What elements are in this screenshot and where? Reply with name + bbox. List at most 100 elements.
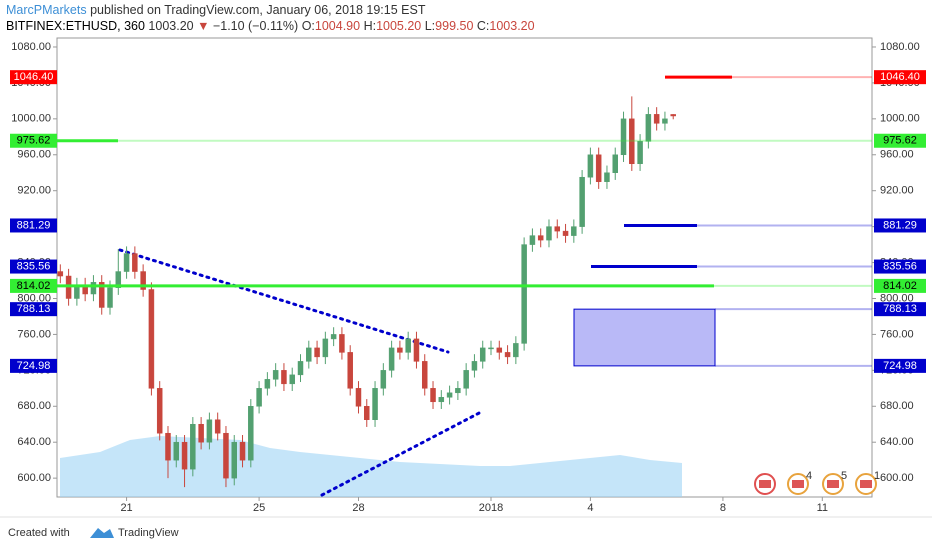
candle-body [272,370,279,380]
candle-body [546,226,552,241]
candle-body [330,334,337,340]
candle-body [380,370,387,389]
candle-body [206,419,213,443]
level-label: 835.56 [883,260,917,272]
x-tick-label: 28 [352,502,364,514]
level-label: 724.98 [883,360,917,372]
candle-body [479,347,486,362]
candle-body [587,154,594,178]
event-count: 1 [874,470,880,482]
y-tick-label: 1000.00 [11,113,51,125]
candle-body [446,392,453,398]
candle-body [653,114,660,124]
c-label: C: [477,19,490,33]
candle-body [123,253,130,272]
candle-body [397,347,403,353]
y-tick-label: 960.00 [17,149,51,161]
candle-body [264,379,271,389]
level-label: 881.29 [17,219,51,231]
candle-body [57,271,64,277]
level-label-box [10,259,57,274]
candle-body [537,235,544,241]
candle-body [322,338,329,358]
candle-body [132,253,138,272]
candle-body [571,226,577,236]
candle-body [281,370,287,385]
level-label: 788.13 [883,303,917,315]
level-label: 814.02 [17,280,51,292]
l: 999.50 [435,19,473,33]
level-label-box [10,218,57,233]
candle-body [513,343,519,358]
y-tick-label: 1080.00 [11,41,51,53]
candle-body [604,172,610,182]
author[interactable]: MarcPMarkets [6,3,87,17]
level-label-box [874,218,926,233]
candle-body [562,230,569,236]
candle-body [620,118,627,156]
level-label: 881.29 [883,219,917,231]
level-label: 975.62 [883,135,917,147]
candle-body [347,352,353,389]
candle-body [214,419,221,434]
level-label-box [874,302,926,317]
x-tick-label: 21 [120,502,132,514]
candle-body [413,338,420,362]
level-label-box [10,133,57,148]
logo [90,528,114,538]
candle-body [140,271,146,290]
candle-body [156,388,163,434]
candle-body [645,114,652,142]
h: 1005.20 [376,19,421,33]
level-label: 1046.40 [880,71,920,83]
candle-body [339,334,345,353]
event-flag-icon [759,480,771,488]
candle-body [190,423,196,470]
level-label: 1046.40 [14,71,54,83]
candle-body [90,282,97,295]
trendline [118,248,450,354]
candle-body [364,406,370,421]
candle-body [372,388,378,421]
candle-body [248,406,254,461]
candle-body [421,361,428,389]
y-tick-label: 960.00 [880,149,914,161]
level-label-box [874,70,926,85]
candle-body [314,347,320,358]
x-tick-label: 25 [253,502,265,514]
candle-body [231,441,237,479]
candle-body [306,347,312,362]
candle-body [181,441,188,470]
level-label: 814.02 [883,280,917,292]
symbol: BITFINEX:ETHUSD, 360 [6,19,145,33]
brand[interactable]: TradingView [118,527,179,539]
candle-body [637,141,643,165]
candle-body [662,118,668,124]
zone-box [573,308,716,367]
candle-body [463,370,469,389]
candle-body [529,235,536,245]
x-tick-label: 4 [587,502,593,514]
candle-body [173,441,180,461]
event-flag-icon [860,480,872,488]
level-label-box [10,278,57,293]
candle-body [471,361,478,371]
ohlc-line: BITFINEX:ETHUSD, 360 1003.20 ▼ −1.10 (−0… [6,19,535,33]
y-tick-label: 1080.00 [880,41,920,53]
candle-body [488,347,494,350]
x-tick-label: 8 [720,502,726,514]
event-flag-icon [827,480,839,488]
candle-body [521,244,527,344]
level-label: 975.62 [17,135,51,147]
candle-body [629,118,635,165]
candle-body [115,271,122,288]
candle-body [256,388,262,407]
y-tick-label: 680.00 [17,400,51,412]
x-tick-label: 11 [817,502,828,514]
y-tick-label: 680.00 [880,400,914,412]
y-tick-label: 800.00 [880,292,914,304]
level-label: 724.98 [17,360,51,372]
l-label: L: [425,19,435,33]
candle-body [595,154,602,182]
candle-body [504,352,511,358]
